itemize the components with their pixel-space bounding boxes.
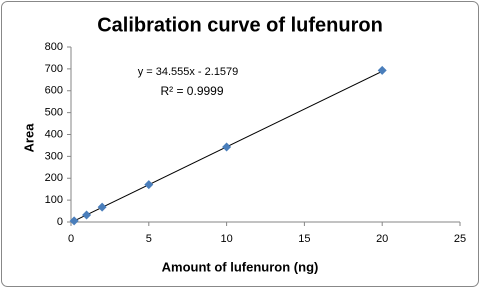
x-tick-label: 5 — [146, 233, 152, 245]
y-tick-label: 700 — [45, 63, 63, 75]
chart-title: Calibration curve of lufenuron — [97, 14, 383, 36]
y-tick-label: 0 — [57, 216, 63, 228]
y-tick-label: 500 — [45, 107, 63, 119]
y-tick-label: 300 — [45, 150, 63, 162]
point — [377, 65, 387, 75]
point — [69, 216, 79, 226]
y-tick-label: 800 — [45, 41, 63, 53]
y-axis-title: Area — [21, 123, 36, 153]
trend-equation: y = 34.555x - 2.1579 — [138, 66, 239, 78]
x-tick-label: 20 — [376, 233, 388, 245]
x-axis-title: Amount of lufenuron (ng) — [162, 259, 319, 274]
x-tick-label: 10 — [220, 233, 232, 245]
point — [144, 180, 154, 190]
y-tick-label: 100 — [45, 194, 63, 206]
point — [97, 202, 107, 212]
y-tick-label: 600 — [45, 85, 63, 97]
y-tick-label: 200 — [45, 172, 63, 184]
x-tick-label: 25 — [454, 233, 466, 245]
x-tick-label: 15 — [298, 233, 310, 245]
point — [222, 142, 232, 152]
point — [82, 210, 92, 220]
r-squared: R² = 0.9999 — [160, 84, 223, 98]
y-tick-label: 400 — [45, 128, 63, 140]
x-tick-label: 0 — [68, 233, 74, 245]
